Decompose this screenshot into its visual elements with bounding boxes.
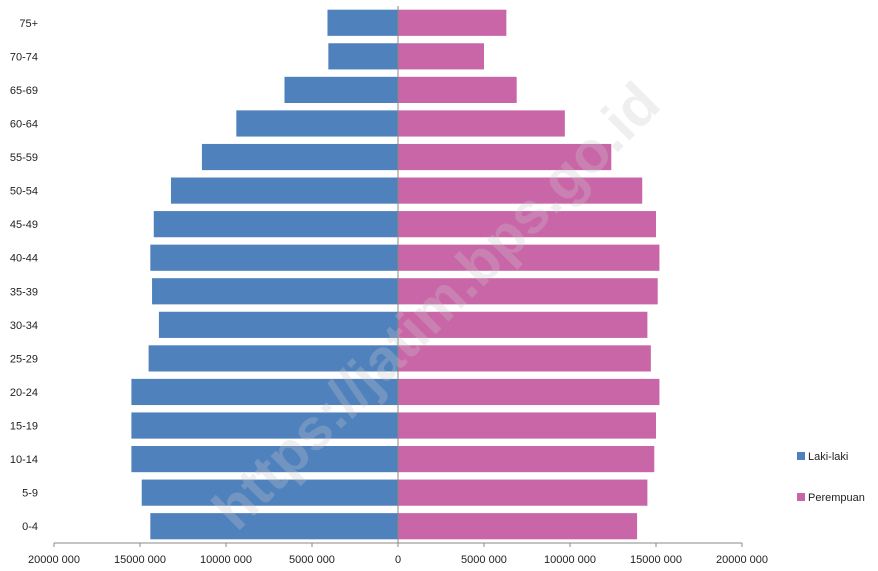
bar-laki-laki-55-59 (201, 143, 398, 171)
bar-perempuan-20-24 (398, 378, 660, 406)
bar-perempuan-75+ (398, 9, 507, 36)
bar-laki-laki-35-39 (152, 278, 398, 305)
legend: Laki-laki Perempuan (797, 451, 865, 504)
bar-perempuan-25-29 (398, 345, 651, 372)
x-tick-label: 10000 000 (200, 554, 252, 566)
bar-perempuan-45-49 (398, 211, 656, 238)
y-tick-label: 0-4 (22, 521, 38, 533)
y-tick-label: 25-29 (10, 353, 38, 365)
bar-perempuan-10-14 (398, 446, 655, 473)
y-tick-label: 75+ (19, 18, 38, 30)
bar-perempuan-35-39 (398, 278, 658, 305)
bar-laki-laki-20-24 (131, 378, 398, 406)
bar-perempuan-50-54 (398, 177, 643, 204)
bar-laki-laki-75+ (327, 9, 398, 36)
y-axis-tick-labels: 75+ 70-74 65-69 60-64 55-59 50-54 45-49 40-44 35… (10, 18, 38, 533)
y-tick-label: 40-44 (10, 253, 38, 265)
x-tick-label: 0 (395, 554, 401, 566)
bar-laki-laki-10-14 (131, 446, 398, 473)
bar-laki-laki-5-9 (141, 479, 398, 506)
bar-perempuan-55-59 (398, 143, 612, 171)
y-tick-label: 30-34 (10, 320, 38, 332)
x-tick-label: 15000 000 (630, 554, 682, 566)
y-tick-label: 60-64 (10, 118, 38, 130)
x-tick-label: 15000 000 (114, 554, 166, 566)
bar-perempuan-65-69 (398, 76, 517, 103)
bar-perempuan-30-34 (398, 311, 648, 338)
x-tick-label: 20000 000 (28, 554, 80, 566)
bars-layer (131, 9, 660, 540)
legend-swatch-perempuan (797, 493, 805, 501)
bar-perempuan-60-64 (398, 110, 565, 137)
legend-swatch-laki-laki (797, 452, 805, 460)
bar-laki-laki-60-64 (236, 110, 398, 137)
y-tick-label: 20-24 (10, 387, 38, 399)
legend-label-perempuan: Perempuan (808, 492, 865, 504)
bar-perempuan-40-44 (398, 244, 660, 271)
bar-laki-laki-40-44 (150, 244, 398, 271)
bar-laki-laki-25-29 (148, 345, 398, 372)
bar-perempuan-15-19 (398, 412, 656, 439)
x-tick-label: 5000 000 (461, 554, 507, 566)
y-tick-label: 15-19 (10, 421, 38, 433)
bar-laki-laki-30-34 (158, 311, 398, 338)
y-tick-label: 50-54 (10, 186, 38, 198)
bar-laki-laki-70-74 (328, 43, 398, 70)
bar-laki-laki-15-19 (131, 412, 398, 439)
y-tick-label: 35-39 (10, 286, 38, 298)
x-tick-label: 5000 000 (289, 554, 335, 566)
y-tick-label: 70-74 (10, 51, 38, 63)
bar-perempuan-70-74 (398, 43, 484, 70)
y-tick-label: 65-69 (10, 85, 38, 97)
x-tick-label: 10000 000 (544, 554, 596, 566)
bar-perempuan-5-9 (398, 479, 648, 506)
legend-label-laki-laki: Laki-laki (808, 451, 848, 463)
bar-laki-laki-65-69 (284, 76, 398, 103)
x-tick-label: 20000 000 (716, 554, 768, 566)
bar-laki-laki-45-49 (153, 211, 398, 238)
y-tick-label: 10-14 (10, 454, 38, 466)
bar-laki-laki-50-54 (170, 177, 398, 204)
bar-laki-laki-0-4 (150, 513, 398, 540)
x-axis-tick-labels: 20000 000 15000 000 10000 000 5000 000 0 5000… (28, 543, 768, 566)
y-tick-label: 5-9 (22, 488, 38, 500)
y-tick-label: 45-49 (10, 219, 38, 231)
bar-perempuan-0-4 (398, 513, 638, 540)
y-tick-label: 55-59 (10, 152, 38, 164)
